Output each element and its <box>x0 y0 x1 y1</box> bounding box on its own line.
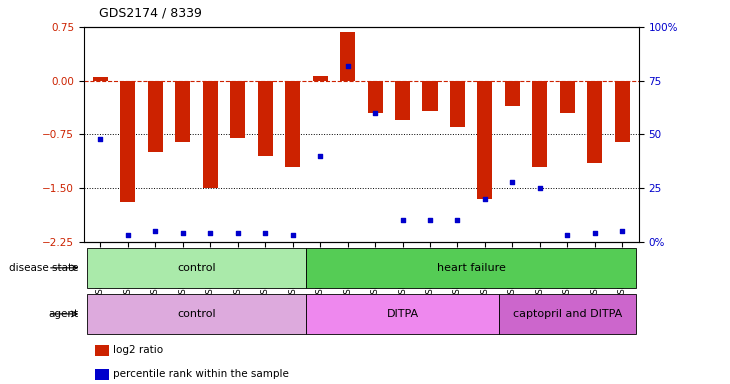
Point <box>452 217 464 223</box>
Text: log2 ratio: log2 ratio <box>113 345 164 355</box>
Point <box>589 230 601 237</box>
Bar <box>307 248 636 288</box>
Bar <box>285 81 300 167</box>
Bar <box>147 81 163 152</box>
Text: DITPA: DITPA <box>386 309 418 319</box>
Bar <box>95 369 109 381</box>
Bar <box>505 81 520 106</box>
Bar <box>312 76 328 81</box>
Bar <box>560 81 575 113</box>
Bar <box>340 32 356 81</box>
Point <box>616 228 628 234</box>
Point <box>424 217 436 223</box>
Bar <box>95 345 109 356</box>
Bar <box>230 81 245 138</box>
Point <box>396 217 408 223</box>
Bar <box>175 81 191 142</box>
Point <box>259 230 271 237</box>
Bar <box>477 81 493 199</box>
Point <box>177 230 188 237</box>
Point <box>287 232 299 238</box>
Point <box>315 153 326 159</box>
Point <box>122 232 134 238</box>
Bar <box>395 81 410 120</box>
Point <box>369 110 381 116</box>
Point <box>150 228 161 234</box>
Point <box>342 63 353 69</box>
Point <box>534 185 546 191</box>
Point <box>507 179 518 185</box>
Point <box>232 230 244 237</box>
Bar <box>450 81 465 127</box>
Bar <box>93 77 108 81</box>
Bar <box>532 81 548 167</box>
Bar <box>615 81 630 142</box>
Bar <box>367 81 383 113</box>
Bar <box>423 81 437 111</box>
Text: percentile rank within the sample: percentile rank within the sample <box>113 369 289 379</box>
Bar <box>258 81 273 156</box>
Text: control: control <box>177 263 216 273</box>
Bar <box>499 294 636 334</box>
Point <box>95 136 107 142</box>
Bar <box>87 248 307 288</box>
Bar <box>120 81 136 202</box>
Text: captopril and DITPA: captopril and DITPA <box>512 309 622 319</box>
Bar <box>203 81 218 188</box>
Point <box>561 232 573 238</box>
Text: disease state: disease state <box>9 263 78 273</box>
Text: heart failure: heart failure <box>437 263 506 273</box>
Bar <box>87 294 307 334</box>
Text: control: control <box>177 309 216 319</box>
Point <box>204 230 216 237</box>
Text: agent: agent <box>48 309 78 319</box>
Bar <box>587 81 602 163</box>
Text: GDS2174 / 8339: GDS2174 / 8339 <box>99 6 201 19</box>
Bar <box>307 294 499 334</box>
Point <box>479 196 491 202</box>
